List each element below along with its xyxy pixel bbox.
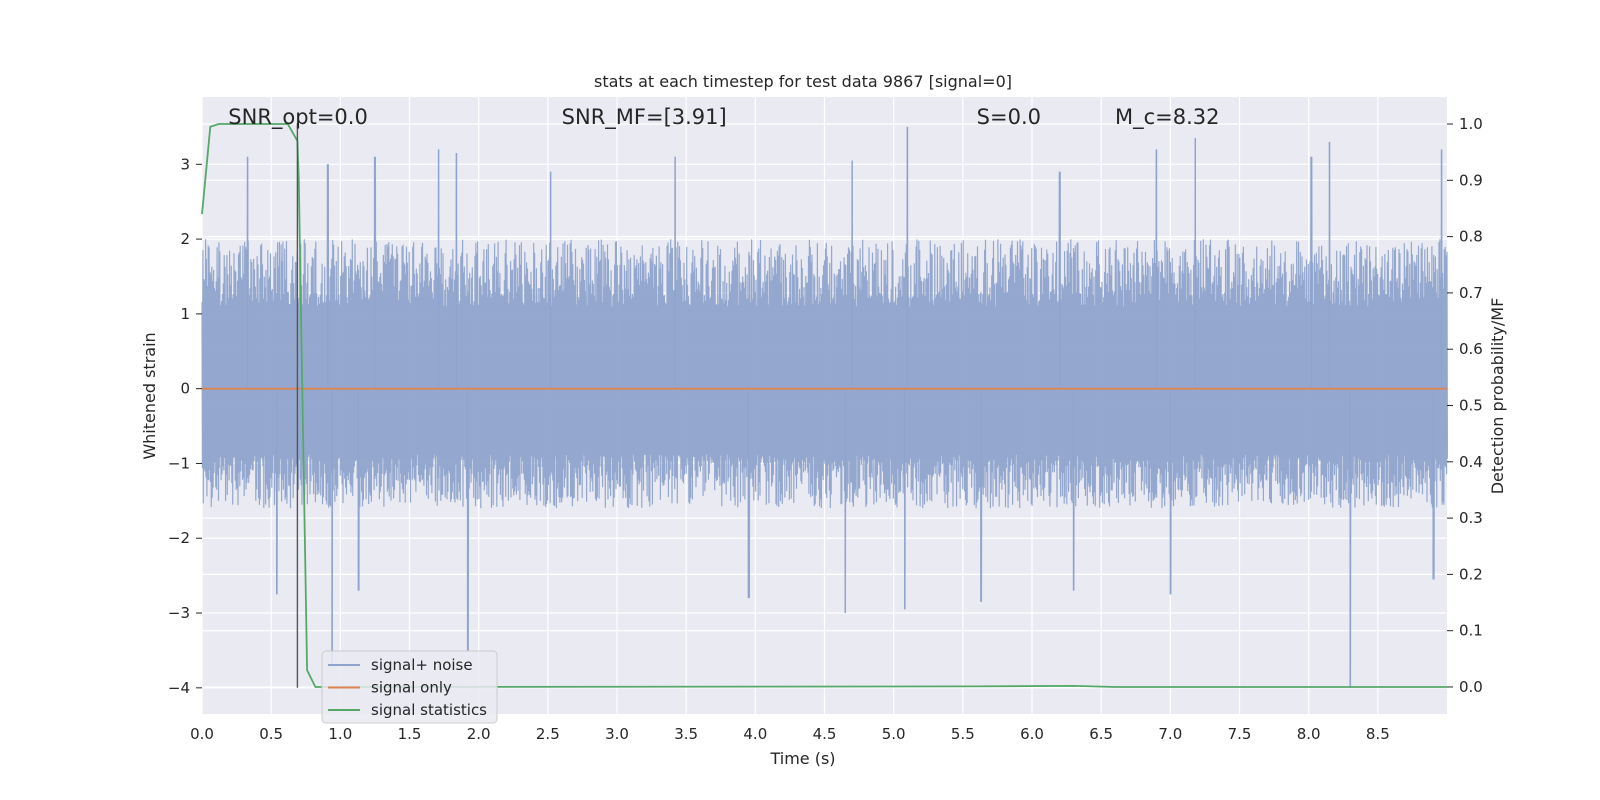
y-tick-label: 1 (180, 305, 190, 323)
y2-tick-label: 0.8 (1459, 228, 1483, 246)
x-tick-label: 8.0 (1297, 725, 1321, 743)
legend: signal+ noise signal only signal statistic… (321, 650, 498, 724)
y2-tick-label: 0.9 (1459, 171, 1483, 189)
series-signal-statistics (201, 123, 1447, 688)
y-axis-ticks: −4 −3 −2 −1 0 1 2 3 (168, 155, 202, 697)
x-axis-ticks: 0.0 0.5 1.0 1.5 2.0 2.5 3.0 3.5 4.0 4.5 5.0 5.5 6.0 6… (190, 725, 1390, 743)
x-tick-label: 4.0 (743, 725, 767, 743)
y2-axis-label: Detection probability/MF (1488, 298, 1507, 495)
y2-tick-label: 1.0 (1459, 115, 1483, 133)
annotation-snr-opt: SNR_opt=0.0 (228, 105, 368, 130)
x-tick-label: 5.0 (882, 725, 906, 743)
y2-tick-label: 0.6 (1459, 340, 1483, 358)
x-tick-label: 0.0 (190, 725, 214, 743)
y2-axis-ticks: 0.0 0.1 0.2 0.3 0.4 0.5 0.6 0.7 0.8 0.9 1.0 (1447, 115, 1483, 696)
x-tick-label: 2.0 (467, 725, 491, 743)
y2-tick-label: 0.0 (1459, 678, 1483, 696)
series-signal-noise-line (201, 126, 1449, 688)
y-tick-label: 3 (180, 155, 190, 173)
x-tick-label: 0.5 (259, 725, 283, 743)
y-tick-label: −2 (168, 529, 190, 547)
x-tick-label: 2.5 (536, 725, 560, 743)
x-tick-label: 3.0 (605, 725, 629, 743)
y2-tick-label: 0.3 (1459, 509, 1483, 527)
legend-label: signal statistics (371, 701, 487, 719)
x-tick-label: 7.5 (1228, 725, 1252, 743)
y-axis-label: Whitened strain (140, 332, 159, 459)
legend-box (321, 650, 498, 724)
y2-tick-label: 0.7 (1459, 284, 1483, 302)
y2-tick-label: 0.4 (1459, 453, 1483, 471)
x-tick-label: 6.5 (1089, 725, 1113, 743)
y-tick-label: 0 (180, 380, 190, 398)
x-tick-label: 7.0 (1158, 725, 1182, 743)
y-tick-label: −4 (168, 679, 190, 697)
legend-label: signal+ noise (371, 656, 473, 674)
annotation-s-stat: S=0.0 (977, 105, 1041, 129)
x-axis-label: Time (s) (769, 749, 835, 768)
x-tick-label: 6.0 (1020, 725, 1044, 743)
series-lines (201, 123, 1447, 688)
x-tick-label: 8.5 (1366, 725, 1390, 743)
annotations: SNR_opt=0.0 SNR_MF=[3.91] S=0.0 M_c=8.32 (228, 105, 1219, 130)
x-tick-label: 5.5 (951, 725, 975, 743)
x-tick-label: 4.5 (813, 725, 837, 743)
x-tick-label: 1.5 (398, 725, 422, 743)
y2-tick-label: 0.5 (1459, 397, 1483, 415)
chart-title: stats at each timestep for test data 986… (594, 72, 1012, 91)
legend-label: signal only (371, 679, 452, 697)
x-tick-label: 3.5 (674, 725, 698, 743)
y2-tick-label: 0.1 (1459, 622, 1483, 640)
y-tick-label: −1 (168, 454, 190, 472)
series-signal-noise (201, 126, 1449, 688)
annotation-snr-mf: SNR_MF=[3.91] (562, 105, 727, 130)
annotation-mc: M_c=8.32 (1115, 105, 1220, 130)
x-tick-label: 1.0 (328, 725, 352, 743)
y2-tick-label: 0.2 (1459, 565, 1483, 583)
y-tick-label: 2 (180, 230, 190, 248)
y-tick-label: −3 (168, 604, 190, 622)
